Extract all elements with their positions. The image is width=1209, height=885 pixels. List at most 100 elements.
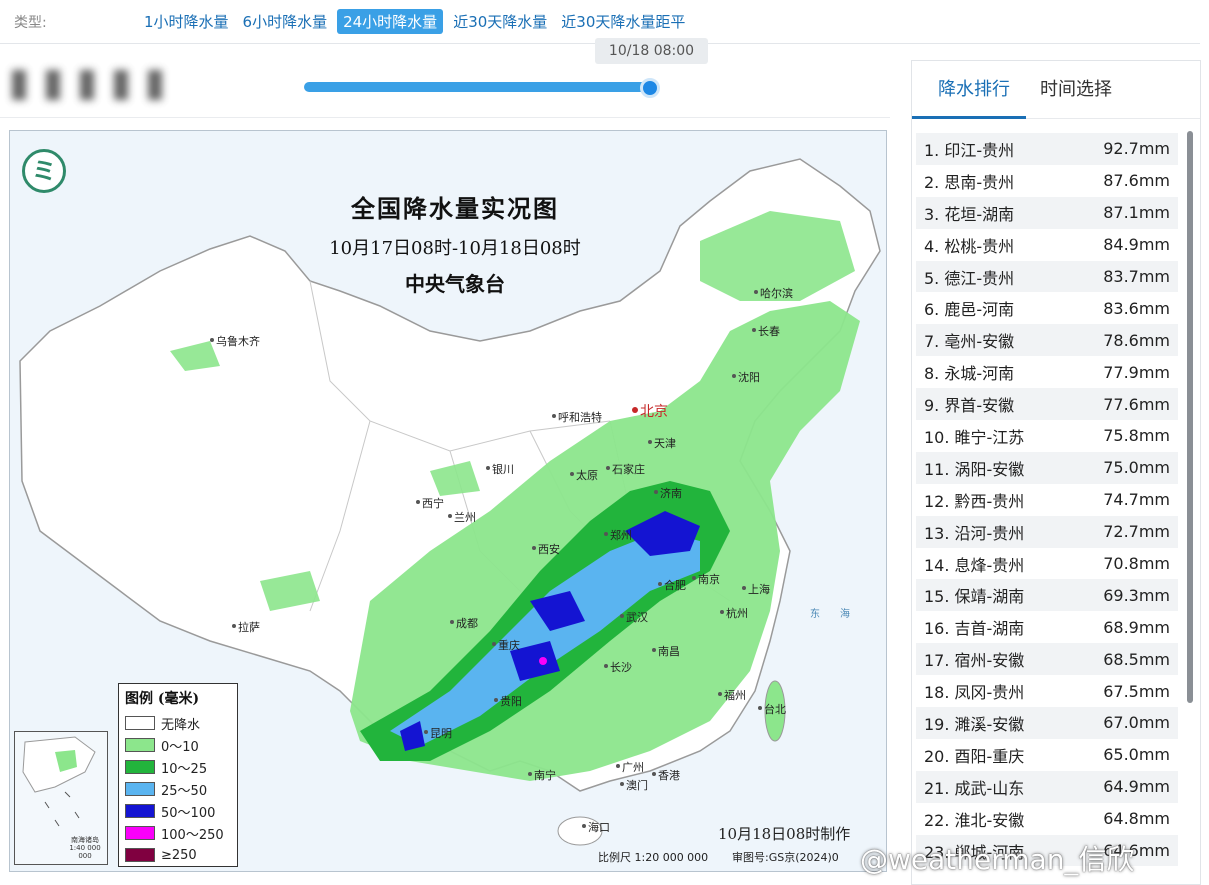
ranking-station: 12. 黔西-贵州 — [924, 491, 1025, 511]
city-nanjing: 南京 — [692, 573, 720, 586]
map-review-note: 审图号:GS京(2024)0 — [732, 851, 839, 864]
map-title: 全国降水量实况图 — [351, 194, 559, 223]
city-hefei: 合肥 — [658, 579, 686, 592]
legend-title: 图例 (毫米) — [125, 691, 200, 707]
ranking-value: 72.7mm — [1103, 522, 1170, 542]
ranking-scrollbar[interactable] — [1187, 131, 1193, 703]
city-wuhan: 武汉 — [620, 611, 648, 624]
legend-swatch — [125, 848, 155, 862]
ranking-row[interactable]: 18. 凤冈-贵州 67.5mm — [916, 675, 1178, 707]
ranking-row[interactable]: 22. 淮北-安徽 64.8mm — [916, 803, 1178, 835]
ranking-row[interactable]: 11. 涡阳-安徽 75.0mm — [916, 451, 1178, 484]
ranking-row[interactable]: 16. 吉首-湖南 68.9mm — [916, 611, 1178, 643]
ranking-station: 19. 濉溪-安徽 — [924, 714, 1025, 734]
blurred-mark — [46, 70, 60, 100]
ranking-row[interactable]: 20. 酉阳-重庆 65.0mm — [916, 739, 1178, 771]
ranking-station: 10. 睢宁-江苏 — [924, 427, 1025, 447]
ranking-row[interactable]: 10. 睢宁-江苏 75.8mm — [916, 420, 1178, 452]
precip-25-50-band — [390, 531, 700, 746]
sea-label-east: 东 — [810, 609, 820, 620]
ranking-row[interactable]: 17. 宿州-安徽 68.5mm — [916, 643, 1178, 676]
city-hohhot: 呼和浩特 — [552, 411, 602, 424]
ranking-row[interactable]: 6. 鹿邑-河南 83.6mm — [916, 292, 1178, 324]
ranking-row[interactable]: 19. 濉溪-安徽 67.0mm — [916, 707, 1178, 739]
ranking-row[interactable]: 5. 德江-贵州 83.7mm — [916, 260, 1178, 293]
city-hangzhou: 杭州 — [720, 607, 748, 620]
ranking-station: 8. 永城-河南 — [924, 364, 1015, 384]
ranking-row[interactable]: 2. 思南-贵州 87.6mm — [916, 165, 1178, 197]
tab-24h-precip[interactable]: 24小时降水量 — [337, 9, 444, 34]
ranking-list[interactable]: 1. 印江-贵州 92.7mm 2. 思南-贵州 87.6mm 3. 花垣-湖南 87.1… — [916, 133, 1178, 885]
city-lanzhou: 兰州 — [448, 511, 476, 524]
ranking-station: 2. 思南-贵州 — [924, 172, 1015, 192]
legend-item: 无降水 — [125, 712, 231, 734]
ranking-value: 78.6mm — [1103, 330, 1170, 350]
city-xian: 西安 — [532, 543, 560, 556]
ranking-row[interactable]: 3. 花垣-湖南 87.1mm — [916, 196, 1178, 229]
ranking-value: 64.9mm — [1103, 777, 1170, 797]
panel-tabs: 降水排行 时间选择 — [912, 61, 1200, 119]
ranking-value: 77.6mm — [1103, 394, 1170, 414]
south-china-sea-inset: 南海诸岛 1:40 000 000 — [14, 731, 108, 865]
legend-swatch — [125, 738, 155, 752]
ranking-row[interactable]: 7. 亳州-安徽 78.6mm — [916, 324, 1178, 357]
ranking-row[interactable]: 13. 沿河-贵州 72.7mm — [916, 515, 1178, 548]
ranking-station: 4. 松桃-贵州 — [924, 236, 1015, 256]
ranking-station: 17. 宿州-安徽 — [924, 651, 1025, 671]
city-guangzhou: 广州 — [616, 761, 644, 774]
legend-swatch — [125, 782, 155, 796]
map-scale-note: 比例尺 1:20 000 000 — [598, 851, 709, 864]
city-guiyang: 贵阳 — [494, 695, 522, 708]
ranking-row[interactable]: 21. 成武-山东 64.9mm — [916, 770, 1178, 803]
ranking-row[interactable]: 1. 印江-贵州 92.7mm — [916, 133, 1178, 165]
map-period: 10月17日08时-10月18日08时 — [329, 238, 581, 259]
city-lhasa: 拉萨 — [232, 621, 260, 634]
tab-time-select[interactable]: 时间选择 — [1040, 79, 1112, 100]
ranking-station: 18. 凤冈-贵州 — [924, 683, 1025, 703]
ranking-panel: 降水排行 时间选择 1. 印江-贵州 92.7mm 2. 思南-贵州 87.6mm 3.… — [911, 60, 1201, 885]
ranking-row[interactable]: 14. 息烽-贵州 70.8mm — [916, 548, 1178, 580]
ranking-station: 16. 吉首-湖南 — [924, 619, 1025, 639]
ranking-row[interactable]: 23. 郸城-河南 64.6mm — [916, 834, 1178, 867]
type-tabs: 1小时降水量 6小时降水量 24小时降水量 近30天降水量 近30天降水量距平 — [140, 9, 689, 34]
ranking-value: 64.6mm — [1103, 841, 1170, 861]
ranking-value: 83.7mm — [1103, 267, 1170, 286]
hainan-island — [557, 816, 603, 846]
time-slider-handle[interactable] — [640, 78, 660, 98]
ranking-row[interactable]: 4. 松桃-贵州 84.9mm — [916, 229, 1178, 261]
tab-precip-ranking[interactable]: 降水排行 — [912, 61, 1026, 119]
city-hongkong: 香港 — [652, 769, 680, 782]
legend-swatch — [125, 804, 155, 818]
legend-label: 25～50 — [161, 783, 208, 799]
ranking-station: 22. 淮北-安徽 — [924, 810, 1025, 830]
legend-label: ≥250 — [161, 847, 197, 863]
tab-6h-precip[interactable]: 6小时降水量 — [242, 13, 328, 31]
inset-label: 南海诸岛 1:40 000 000 — [69, 836, 101, 860]
ranking-value: 83.6mm — [1103, 298, 1170, 318]
city-yinchuan: 银川 — [486, 463, 514, 476]
tab-30d-anomaly[interactable]: 近30天降水量距平 — [561, 13, 686, 31]
ranking-row[interactable]: 8. 永城-河南 77.9mm — [916, 356, 1178, 388]
type-bar: 类型: 1小时降水量 6小时降水量 24小时降水量 近30天降水量 近30天降水… — [0, 0, 1200, 44]
ranking-row[interactable]: 9. 界首-安徽 77.6mm — [916, 388, 1178, 421]
time-slider-track[interactable] — [304, 82, 652, 92]
precipitation-map[interactable]: ミ 全国降水量实况图 10月17日08时-10月18日08时 中央气象台 乌鲁木… — [9, 130, 887, 872]
ranking-value: 67.5mm — [1103, 681, 1170, 701]
ranking-row[interactable]: 15. 保靖-湖南 69.3mm — [916, 579, 1178, 612]
city-shanghai: 上海 — [742, 583, 770, 596]
city-haikou: 海口 — [582, 821, 610, 834]
ranking-row[interactable]: 12. 黔西-贵州 74.7mm — [916, 484, 1178, 516]
blurred-mark — [114, 70, 128, 100]
ranking-station: 11. 涡阳-安徽 — [924, 459, 1025, 479]
city-macau: 澳门 — [620, 779, 648, 792]
tab-30d-precip[interactable]: 近30天降水量 — [453, 13, 548, 31]
ranking-value: 92.7mm — [1103, 139, 1170, 159]
tab-1h-precip[interactable]: 1小时降水量 — [144, 13, 229, 31]
ranking-value: 64.8mm — [1103, 809, 1170, 829]
ranking-station: 23. 郸城-河南 — [924, 842, 1025, 862]
legend-swatch — [125, 760, 155, 774]
legend-item: 100～250 — [125, 822, 231, 844]
ranking-value: 68.9mm — [1103, 617, 1170, 637]
legend-item: 10～25 — [125, 756, 231, 778]
ranking-value: 87.1mm — [1103, 203, 1170, 223]
